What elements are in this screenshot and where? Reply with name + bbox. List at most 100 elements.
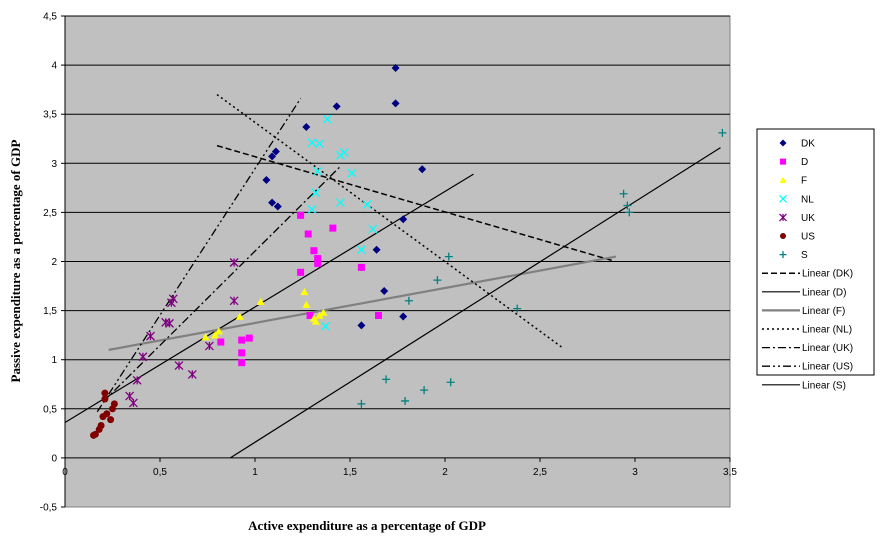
point-f [211,331,220,339]
point-dk [302,122,311,131]
point-s [420,386,429,395]
point-s [382,375,391,384]
point-nl [347,168,357,178]
legend-marker-f [779,176,787,183]
point-d [297,268,305,276]
point-dk [399,215,408,224]
gridlines [65,15,730,410]
legend-label: DK [801,139,815,150]
legend-entries: DK DF NL UK US S Linear (DK) Linear (D) Linear (… [762,139,853,391]
point-f [311,317,320,325]
point-s [444,252,453,261]
y-tick-label: 4,5 [43,12,57,23]
legend-marker-dk [779,139,787,147]
point-f [319,308,328,316]
point-s [513,304,522,313]
point-nl [313,166,323,176]
point-s [623,201,632,210]
point-uk [165,318,174,328]
legend-marker-uk [779,213,787,222]
point-us [101,395,109,403]
point-s [446,378,455,387]
point-uk [229,258,239,267]
point-nl [322,114,332,124]
y-tick-label: 4 [51,61,57,72]
point-f [302,300,311,308]
point-f [201,333,210,341]
legend-marker-us [780,233,786,239]
point-d [357,263,365,271]
legend-label: NL [801,194,814,205]
legend-label: Linear (F) [802,306,845,317]
point-d [375,312,382,320]
axes [61,15,731,508]
point-uk [125,391,135,401]
y-tick-label: 3,5 [43,110,57,121]
y-tick-label: 3 [51,159,57,170]
point-d [245,334,253,342]
point-s [357,399,366,408]
series-nl [307,114,378,331]
x-tick-label: 1 [252,467,258,478]
legend-box [756,128,875,376]
point-us [95,425,103,433]
point-dk [268,152,277,161]
x-tick-label: 3 [632,467,638,478]
point-d [314,255,322,263]
point-us [90,431,97,439]
point-nl [362,200,372,210]
x-tick-label: 0 [62,467,68,478]
point-d [314,259,322,267]
point-s [401,396,410,405]
y-axis-title: Passive expenditure as a percentage of G… [8,140,23,383]
point-f [235,312,244,320]
point-uk [204,341,214,351]
x-tick-label: 3,5 [723,467,737,478]
trendline-linear-d [64,173,474,424]
point-f [214,327,223,335]
point-uk [138,352,148,362]
point-d [329,224,337,232]
legend-label: Linear (DK) [802,269,853,280]
point-uk [187,369,197,379]
legend-label: D [801,157,808,168]
trendlines [64,93,721,459]
series-us [90,389,118,439]
point-s [718,128,727,137]
x-tick-label: 0,5 [153,467,167,478]
point-nl [320,321,330,331]
x-axis-title: Active expenditure as a percentage of GD… [248,518,486,533]
point-nl [315,139,325,149]
point-uk [146,331,155,341]
y-tick-label: -0,5 [40,503,58,514]
point-nl [356,245,366,255]
trendline-linear-s [229,147,721,459]
legend-marker-s [779,251,787,259]
point-us [107,416,115,424]
point-d [238,336,246,344]
trendline-linear-uk [102,165,341,403]
point-d [306,312,314,320]
series-dk [262,64,427,330]
point-dk [357,321,366,330]
point-nl [311,188,321,198]
point-d [297,211,305,219]
point-d [238,359,246,367]
point-dk [391,99,400,108]
point-dk [418,165,427,174]
y-tick-labels: -0,5 0 0,5 1 1,5 2 2,5 3 3,5 4 4,5 [40,12,58,514]
series-s [357,128,727,408]
point-dk [262,175,271,184]
trendline-linear-dk [216,144,613,262]
point-dk [271,147,280,156]
point-d [304,230,312,238]
y-tick-label: 1 [51,355,57,366]
point-dk [380,286,389,295]
point-s [619,189,628,198]
point-dk [332,102,341,111]
point-s [404,296,413,305]
point-dk [268,198,277,207]
legend-label: Linear (D) [802,287,846,298]
point-dk [372,245,381,254]
legend-label: Linear (UK) [802,343,853,354]
